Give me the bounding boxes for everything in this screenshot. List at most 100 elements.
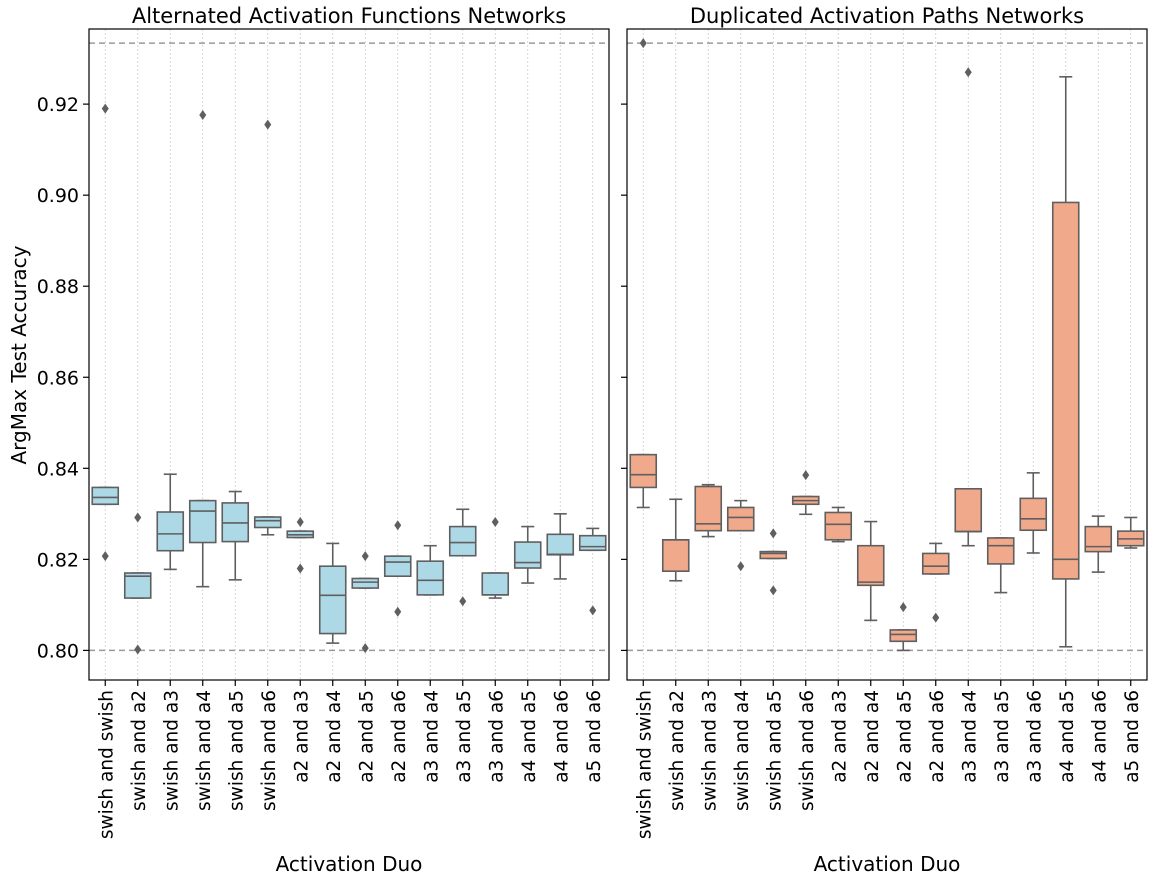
box-body <box>318 565 347 635</box>
y-tick-label: 0.80 <box>37 640 79 662</box>
box-3 <box>694 483 723 538</box>
plot-frame <box>88 28 610 681</box>
outlier-point <box>394 606 402 617</box>
x-tick-label: a2 and a5 <box>356 690 377 783</box>
x-tick-label: a2 and a6 <box>927 690 948 783</box>
box-body <box>188 499 217 544</box>
outlier-point <box>264 119 272 130</box>
x-tick-label: a3 and a4 <box>959 690 980 783</box>
y-tick-label: 0.86 <box>37 367 79 389</box>
box-7 <box>824 506 853 543</box>
box-body <box>513 541 542 569</box>
outlier-point <box>802 470 810 481</box>
x-axis-label: Activation Duo <box>814 852 961 876</box>
box-body <box>1084 525 1113 553</box>
box-10 <box>383 520 412 617</box>
panel-alternated: Alternated Activation Functions Networks… <box>7 4 610 876</box>
x-ticks: swish and swish swish and a2 swish and a3 s… <box>96 680 605 839</box>
box-2 <box>661 498 690 582</box>
box-body <box>123 572 152 599</box>
box-body <box>954 487 983 533</box>
x-ticks: swish and swish swish and a2 swish and a3 s… <box>634 680 1143 839</box>
box-body <box>351 577 380 589</box>
x-tick-label: swish and a5 <box>764 690 785 811</box>
box-9 <box>889 602 918 652</box>
x-tick-label: swish and a5 <box>226 690 247 811</box>
x-tick-label: a3 and a6 <box>1024 690 1045 783</box>
box-16 <box>578 527 607 616</box>
box-body <box>481 572 510 596</box>
x-tick-label: swish and a2 <box>667 690 688 811</box>
outlier-point <box>101 103 109 114</box>
box-15 <box>1084 515 1113 573</box>
outlier-point <box>134 644 142 655</box>
x-tick-label: swish and a3 <box>699 690 720 811</box>
x-tick-label: swish and a6 <box>797 690 818 811</box>
box-body <box>448 525 477 557</box>
box-14 <box>1051 76 1080 648</box>
box-body <box>986 537 1015 565</box>
box-10 <box>921 542 950 623</box>
box-7 <box>286 517 315 574</box>
box-body <box>889 629 918 643</box>
outlier-point <box>361 643 369 654</box>
box-15 <box>546 513 575 580</box>
x-tick-label: a3 and a5 <box>992 690 1013 783</box>
box-4 <box>188 110 217 588</box>
panel-duplicated: Duplicated Activation Paths Networks swi… <box>621 4 1148 876</box>
boxes <box>629 38 1145 652</box>
outlier-point <box>491 517 499 528</box>
x-tick-label: swish and a4 <box>732 690 753 811</box>
x-tick-label: swish and a6 <box>259 690 280 811</box>
x-tick-label: a2 and a3 <box>291 690 312 783</box>
outlier-point <box>394 520 402 531</box>
outlier-point <box>296 517 304 528</box>
box-12 <box>448 508 477 607</box>
box-body <box>91 486 120 506</box>
box-body <box>253 516 282 529</box>
x-tick-label: a2 and a5 <box>894 690 915 783</box>
box-body <box>726 506 755 532</box>
x-tick-label: swish and a4 <box>194 690 215 811</box>
x-tick-label: a2 and a6 <box>389 690 410 783</box>
box-body <box>156 511 185 552</box>
x-tick-label: swish and a3 <box>161 690 182 811</box>
plot-frame <box>626 28 1148 681</box>
box-1 <box>91 103 120 562</box>
box-body <box>759 550 788 560</box>
y-tick-label: 0.82 <box>37 549 79 571</box>
box-5 <box>759 528 788 596</box>
outlier-point <box>101 551 109 562</box>
y-axis-label: ArgMax Test Accuracy <box>7 245 31 464</box>
x-tick-label: a4 and a5 <box>519 690 540 783</box>
box-body <box>629 453 658 489</box>
box-body <box>661 538 690 572</box>
panel-title: Alternated Activation Functions Networks <box>132 4 566 28</box>
box-8 <box>318 542 347 644</box>
x-tick-label: a3 and a4 <box>421 690 442 783</box>
x-tick-label: swish and a2 <box>129 690 150 811</box>
box-body <box>1051 201 1080 580</box>
y-tick-label: 0.88 <box>37 276 79 298</box>
x-tick-label: a5 and a6 <box>584 690 605 783</box>
box-body <box>921 552 950 575</box>
x-tick-label: a2 and a4 <box>862 690 883 783</box>
box-9 <box>351 551 380 654</box>
box-13 <box>1019 472 1048 554</box>
x-tick-label: a4 and a5 <box>1057 690 1078 783</box>
box-body <box>416 560 445 596</box>
x-tick-label: swish and swish <box>634 690 655 839</box>
x-tick-label: a3 and a5 <box>454 690 475 783</box>
box-3 <box>156 473 185 571</box>
box-11 <box>416 544 445 596</box>
x-tick-label: a3 and a6 <box>486 690 507 783</box>
box-body <box>856 544 885 587</box>
box-4 <box>726 499 755 572</box>
y-ticks <box>621 103 627 652</box>
outlier-point <box>899 602 907 613</box>
box-body <box>383 555 412 578</box>
x-tick-label: a5 and a6 <box>1122 690 1143 783</box>
outlier-point <box>296 563 304 574</box>
box-body <box>578 534 607 552</box>
